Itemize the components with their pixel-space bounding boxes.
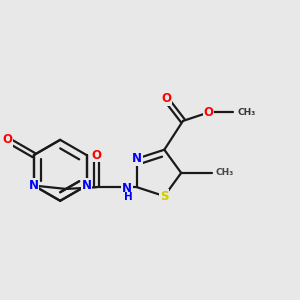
Text: N: N <box>132 152 142 165</box>
Text: O: O <box>92 148 101 162</box>
Text: N: N <box>82 179 92 192</box>
Text: H: H <box>124 192 133 202</box>
Text: CH₃: CH₃ <box>238 108 256 117</box>
Text: N: N <box>29 179 39 192</box>
Text: N: N <box>122 182 132 195</box>
Text: CH₃: CH₃ <box>216 168 234 177</box>
Text: S: S <box>160 190 169 202</box>
Text: O: O <box>2 133 12 146</box>
Text: O: O <box>203 106 213 119</box>
Text: O: O <box>161 92 171 105</box>
